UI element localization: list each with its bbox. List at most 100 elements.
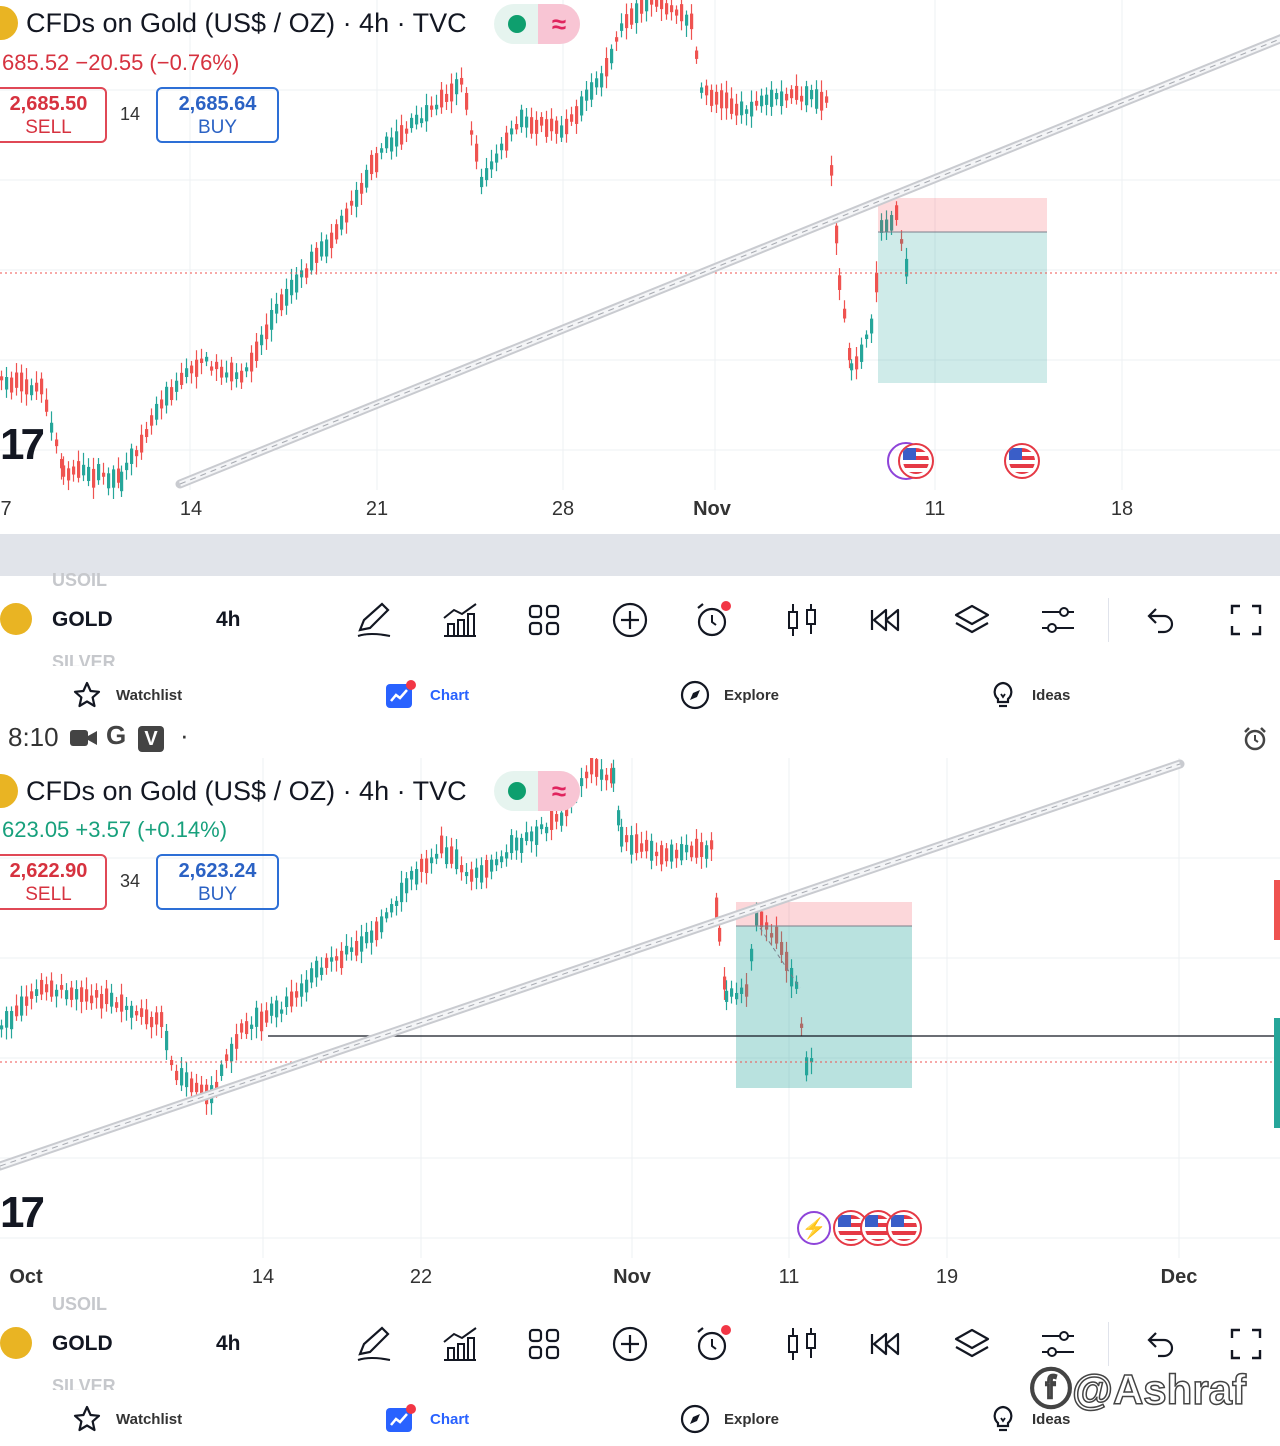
- candle: [185, 1072, 189, 1088]
- top-market-status[interactable]: ≈: [494, 4, 580, 44]
- candle: [770, 89, 774, 107]
- candle: [530, 831, 534, 842]
- axis-tick-label: 22: [409, 1266, 433, 1288]
- layers-icon[interactable]: [952, 1324, 992, 1364]
- right-marker: [1274, 1018, 1280, 1128]
- candle: [155, 403, 159, 420]
- candle: [645, 0, 649, 12]
- top-toolbar: USOIL GOLD 4h SILVER: [0, 570, 1280, 672]
- candle: [120, 471, 124, 492]
- nav-chart[interactable]: Chart: [384, 680, 469, 710]
- candle: [365, 931, 369, 944]
- layers-icon[interactable]: [952, 600, 992, 640]
- right-marker: [1274, 880, 1280, 940]
- layouts-icon[interactable]: [524, 1324, 564, 1364]
- bottom-chart-panel[interactable]: CFDs on Gold (US$ / OZ) · 4h · TVC ≈ 623…: [0, 758, 1280, 1302]
- bottom-chart-canvas[interactable]: [0, 758, 1280, 1302]
- candle: [275, 1000, 279, 1018]
- undo-icon[interactable]: [1140, 1324, 1180, 1364]
- candle: [355, 940, 359, 956]
- candle: [135, 450, 139, 457]
- alert-icon[interactable]: [694, 1324, 734, 1364]
- us-event-icon[interactable]: [898, 443, 934, 479]
- layouts-icon[interactable]: [524, 600, 564, 640]
- candle: [280, 1009, 284, 1014]
- nav-explore[interactable]: Explore: [680, 1404, 779, 1434]
- candle: [315, 247, 319, 263]
- symbol-selector[interactable]: GOLD: [52, 1332, 113, 1355]
- candle: [45, 399, 49, 412]
- gold-coin-icon: [0, 774, 18, 808]
- bottom-symbol-title[interactable]: CFDs on Gold (US$ / OZ) · 4h · TVC: [0, 774, 467, 808]
- fullscreen-icon[interactable]: [1226, 600, 1266, 640]
- candle: [350, 200, 354, 206]
- candle: [420, 858, 424, 872]
- nav-explore[interactable]: Explore: [680, 680, 779, 710]
- indicators-icon[interactable]: [440, 1324, 480, 1364]
- bottom-market-status[interactable]: ≈: [494, 771, 580, 811]
- star-icon: [73, 681, 101, 708]
- settings-icon[interactable]: [1038, 600, 1078, 640]
- nav-ideas[interactable]: Ideas: [988, 680, 1070, 710]
- lightning-event-icon[interactable]: ⚡: [797, 1211, 831, 1245]
- candles-icon[interactable]: [782, 600, 822, 640]
- candle: [800, 1023, 804, 1028]
- nav-watchlist[interactable]: Watchlist: [72, 680, 182, 710]
- axis-tick-label: 7: [0, 498, 12, 520]
- bottom-buy-button[interactable]: 2,623.24 BUY: [156, 854, 279, 910]
- candle: [82, 464, 86, 476]
- alert-icon[interactable]: [694, 600, 734, 640]
- us-event-icon[interactable]: [1004, 443, 1040, 479]
- settings-icon[interactable]: [1038, 1324, 1078, 1364]
- top-sell-button[interactable]: 2,685.50 SELL: [0, 87, 107, 143]
- candle: [485, 168, 489, 181]
- symbol-selector[interactable]: GOLD: [52, 608, 113, 631]
- candle: [755, 100, 759, 106]
- candle: [190, 1078, 194, 1093]
- timeframe-selector[interactable]: 4h: [216, 608, 241, 631]
- nav-watchlist[interactable]: Watchlist: [72, 1404, 182, 1434]
- candle: [490, 859, 494, 872]
- replay-icon[interactable]: [866, 600, 906, 640]
- replay-icon[interactable]: [866, 1324, 906, 1364]
- fullscreen-icon[interactable]: [1226, 1324, 1266, 1364]
- candle: [250, 352, 254, 372]
- axis-tick-label: Oct: [9, 1266, 43, 1288]
- candles-icon[interactable]: [782, 1324, 822, 1364]
- top-price-change: 685.52 −20.55 (−0.76%): [2, 50, 240, 75]
- candle: [465, 92, 469, 110]
- candle: [315, 960, 319, 978]
- candle: [107, 473, 111, 489]
- candle: [335, 224, 339, 240]
- add-icon[interactable]: [610, 1324, 650, 1364]
- candle: [860, 344, 864, 362]
- axis-tick-label: 14: [251, 1266, 275, 1288]
- candle: [705, 85, 709, 96]
- candle: [875, 272, 879, 293]
- candle: [545, 826, 549, 834]
- candle: [125, 462, 129, 471]
- candle: [65, 990, 69, 1000]
- bottom-sell-button[interactable]: 2,622.90 SELL: [0, 854, 107, 910]
- top-chart-canvas[interactable]: [0, 0, 1280, 534]
- nav-ideas[interactable]: Ideas: [988, 1404, 1070, 1434]
- take-profit-zone: [736, 926, 912, 1088]
- nav-chart[interactable]: Chart: [384, 1404, 469, 1434]
- top-chart-panel[interactable]: CFDs on Gold (US$ / OZ) · 4h · TVC ≈ 685…: [0, 0, 1280, 534]
- candle: [50, 980, 54, 997]
- candle: [848, 347, 852, 361]
- top-buy-button[interactable]: 2,685.64 BUY: [156, 87, 279, 143]
- candle: [765, 94, 769, 105]
- us-event-icon[interactable]: [886, 1210, 922, 1246]
- add-icon[interactable]: [610, 600, 650, 640]
- top-symbol-title[interactable]: CFDs on Gold (US$ / OZ) · 4h · TVC: [0, 6, 467, 40]
- draw-icon[interactable]: [354, 1324, 394, 1364]
- indicators-icon[interactable]: [440, 600, 480, 640]
- candle: [97, 464, 101, 481]
- candle: [120, 994, 124, 1012]
- undo-icon[interactable]: [1140, 600, 1180, 640]
- timeframe-selector[interactable]: 4h: [216, 1332, 241, 1355]
- candle: [10, 1010, 14, 1030]
- candle: [635, 834, 639, 854]
- draw-icon[interactable]: [354, 600, 394, 640]
